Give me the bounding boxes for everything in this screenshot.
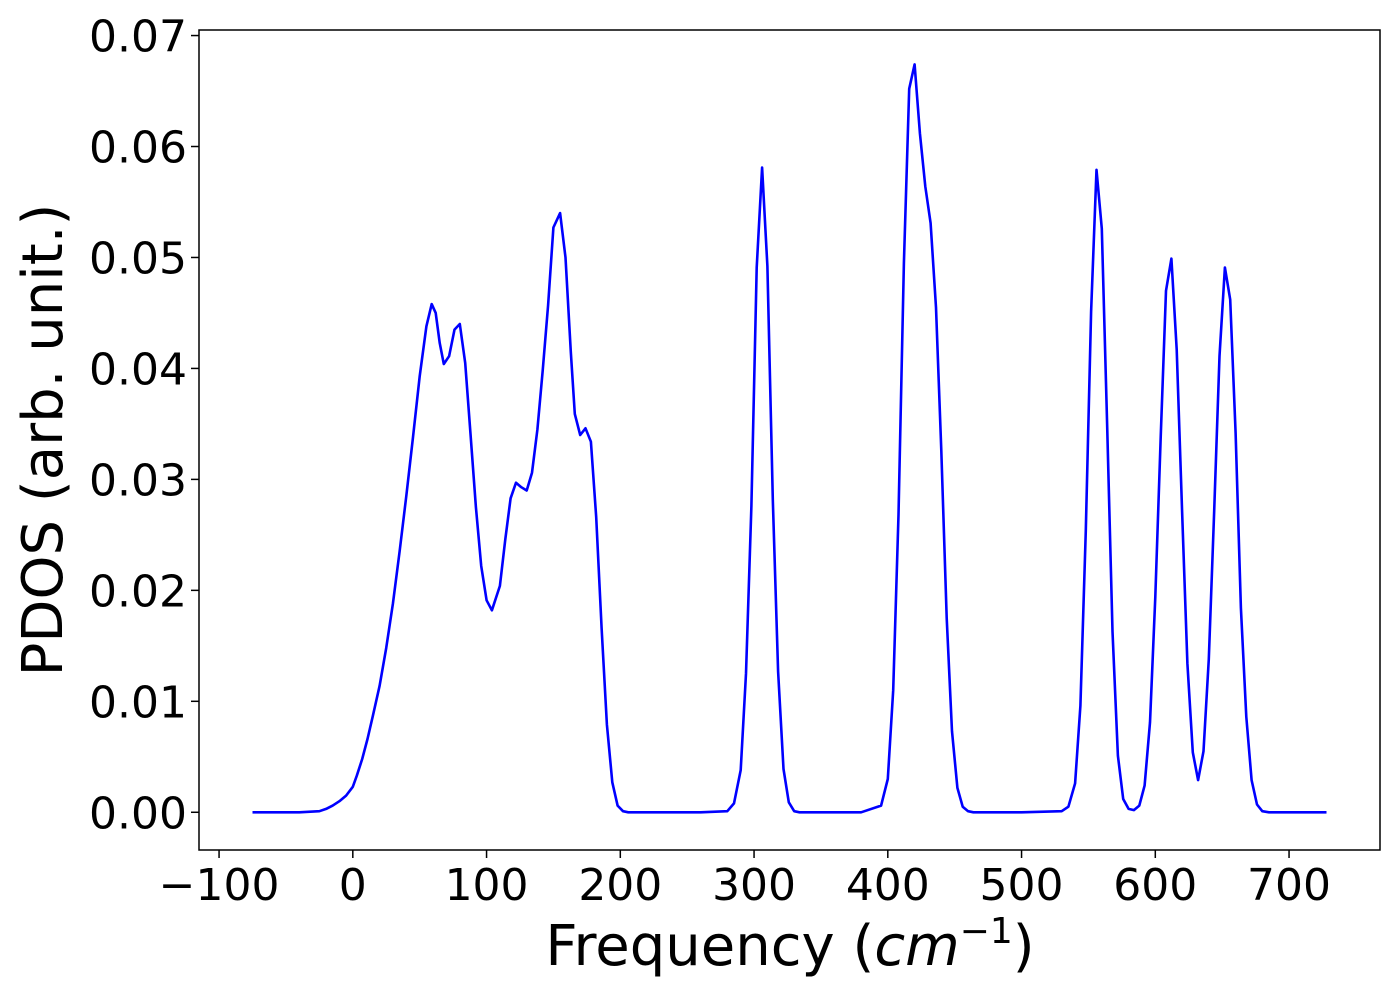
y-axis-label: PDOS (arb. unit.) — [11, 204, 76, 677]
y-tick-label: 0.07 — [89, 12, 187, 63]
y-tick-label: 0.06 — [89, 123, 187, 174]
x-tick-label: 400 — [846, 860, 930, 911]
x-tick-label: 500 — [980, 860, 1064, 911]
x-tick-label: 100 — [445, 860, 529, 911]
series-line — [252, 63, 1327, 814]
y-tick-label: 0.05 — [89, 233, 187, 284]
x-tick-label: 0 — [339, 860, 367, 911]
y-tick-label: 0.04 — [89, 344, 187, 395]
y-tick-label: 0.00 — [89, 788, 187, 839]
x-tick-label: 200 — [578, 860, 662, 911]
y-tick-label: 0.01 — [89, 677, 187, 728]
x-tick-label: −100 — [159, 860, 280, 911]
x-tick-label: 700 — [1247, 860, 1331, 911]
y-axis-ticks: 0.00 0.01 0.02 0.03 0.04 0.05 0.06 0.07 — [89, 12, 199, 839]
x-tick-label: 600 — [1113, 860, 1197, 911]
x-axis-label: Frequency (cm−1) — [545, 911, 1034, 979]
y-tick-label: 0.02 — [89, 566, 187, 617]
y-tick-label: 0.03 — [89, 455, 187, 506]
x-tick-label: 300 — [712, 860, 796, 911]
x-axis-ticks: −100 0 100 200 300 400 500 600 700 — [159, 850, 1331, 911]
plot-area — [198, 29, 1381, 851]
